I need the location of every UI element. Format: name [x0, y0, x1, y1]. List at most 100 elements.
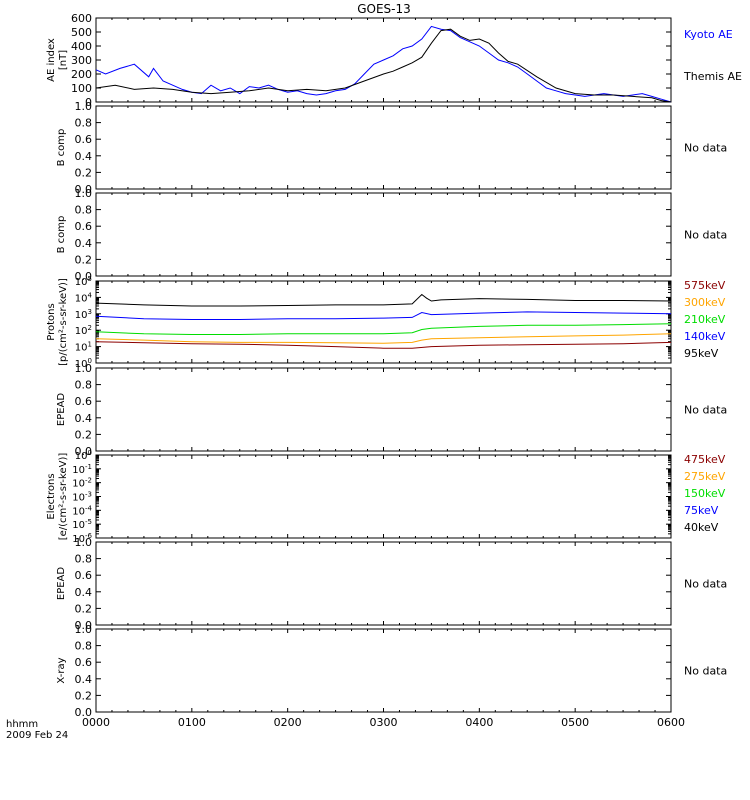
y-tick-label: 1.0 [75, 187, 93, 200]
panel-frame [95, 628, 672, 713]
y-tick-exponent: -2 [85, 477, 92, 485]
legend-entry: 275keV [684, 470, 726, 483]
panel-frame [95, 192, 672, 277]
y-tick-label: 10-5 [72, 518, 92, 531]
y-tick-label: 300 [71, 54, 92, 67]
y-axis-label: Electrons [46, 473, 57, 519]
y-tick-exponent: -3 [85, 491, 92, 499]
legend-entry: 475keV [684, 453, 726, 466]
y-tick-label: 104 [75, 291, 93, 304]
y-tick-label: 0.8 [75, 117, 93, 130]
y-tick-label: 103 [75, 308, 92, 321]
y-tick-label: 100 [71, 82, 92, 95]
y-tick-exponent: -4 [85, 504, 93, 512]
panel-frame [95, 541, 672, 626]
y-tick-exponent: -1 [85, 463, 92, 471]
y-tick-label: 10-4 [72, 504, 92, 517]
y-tick-exponent: 1 [88, 341, 92, 349]
y-tick-label: 0.0 [75, 270, 93, 283]
series-line-210kev [95, 323, 672, 335]
legend-entry: Themis AE [683, 70, 742, 83]
y-tick-exponent: 2 [88, 324, 92, 332]
y-tick-label: 0.0 [75, 619, 93, 632]
legend-entry: 140keV [684, 330, 726, 343]
y-tick-label: 0.2 [75, 166, 93, 179]
panel-frame [95, 367, 672, 452]
y-tick-label: 1.0 [75, 100, 93, 113]
panel-frame [95, 105, 672, 190]
y-tick-label: 0.8 [75, 553, 93, 566]
y-tick-label: 0 [85, 96, 92, 109]
y-tick-label: 1.0 [75, 623, 93, 636]
y-tick-label: 200 [71, 68, 92, 81]
y-tick-label: 10-2 [72, 477, 92, 490]
x-tick-label: 0100 [178, 716, 206, 729]
x-tick-label: 0600 [657, 716, 685, 729]
x-tick-label: 0500 [561, 716, 589, 729]
time-axis: 0000 0100 0200 0300 0400 0500 0600 [82, 716, 685, 729]
y-tick-label: 0.6 [75, 656, 93, 669]
y-tick-exponent: 5 [88, 275, 92, 283]
y-axis-label: AE index [46, 38, 57, 82]
y-axis-label: [p/(cm²-s-sr-keV)] [58, 278, 69, 366]
y-tick-label: 0.8 [75, 379, 93, 392]
x-tick-label: 0400 [465, 716, 493, 729]
series-line-575kev [95, 341, 672, 349]
y-axis-label: Protons [46, 303, 57, 340]
y-tick-exponent: -5 [85, 518, 92, 526]
panel-frame [95, 280, 672, 364]
panel-bcomp2: 0.0 0.2 0.4 0.6 0.8 1.0 B comp No data [56, 187, 727, 283]
y-tick-label: 1.0 [75, 362, 93, 375]
y-tick-label: 0.2 [75, 428, 93, 441]
panel-bcomp1: 0.0 0.2 0.4 0.6 0.8 1.0 B comp No data [56, 100, 727, 196]
y-tick-exponent: 4 [88, 291, 93, 299]
y-tick-label: 400 [71, 40, 92, 53]
no-data-label: No data [684, 142, 727, 155]
legend-entry: 95keV [684, 347, 719, 360]
y-tick-label: 10-1 [72, 463, 92, 476]
x-tick-label: 0300 [370, 716, 398, 729]
y-tick-label: 500 [71, 26, 92, 39]
legend-entry: Kyoto AE [684, 28, 733, 41]
y-tick-label: 600 [71, 12, 92, 25]
legend-entry: 150keV [684, 487, 726, 500]
y-axis-label: [e/(cm²-s-sr-keV)] [58, 453, 69, 541]
y-tick-label: 0.0 [75, 183, 93, 196]
y-tick-label: 0.6 [75, 220, 93, 233]
series-line-140kev [95, 311, 672, 320]
series-line-kyoto-ae [95, 25, 672, 103]
legend-entry: 40keV [684, 521, 719, 534]
panel-epead1: 0.0 0.2 0.4 0.6 0.8 1.0 EPEAD No data [56, 362, 727, 458]
y-tick-label: 1.0 [75, 536, 93, 549]
y-tick-label: 101 [75, 341, 92, 354]
no-data-label: No data [684, 229, 727, 242]
y-tick-label: 0.6 [75, 569, 93, 582]
panel-epead2: 0.0 0.2 0.4 0.6 0.8 1.0 EPEAD No data [56, 536, 727, 632]
y-tick-label: 0.4 [75, 237, 93, 250]
y-tick-label: 100 [75, 449, 92, 462]
y-tick-label: 0.2 [75, 602, 93, 615]
y-axis-label: B comp [56, 216, 67, 254]
legend-entry: 300keV [684, 296, 726, 309]
y-tick-exponent: 3 [88, 308, 92, 316]
y-tick-label: 0.2 [75, 253, 93, 266]
no-data-label: No data [684, 578, 727, 591]
y-axis-label: EPEAD [56, 393, 67, 427]
series-line-themis-ae [95, 28, 672, 103]
no-data-label: No data [684, 665, 727, 678]
y-tick-exponent: 0 [88, 357, 92, 365]
y-tick-label: 0.4 [75, 673, 93, 686]
y-tick-label: 102 [75, 324, 92, 337]
y-axis-label: EPEAD [56, 567, 67, 601]
panel-xray: 0.0 0.2 0.4 0.6 0.8 1.0 X-ray No data [56, 623, 727, 719]
y-axis-label: X-ray [56, 657, 67, 683]
y-tick-label: 0.8 [75, 204, 93, 217]
time-axis-label: hhmm [6, 719, 38, 730]
legend-entry: 575keV [684, 279, 726, 292]
y-tick-label: 0.4 [75, 150, 93, 163]
